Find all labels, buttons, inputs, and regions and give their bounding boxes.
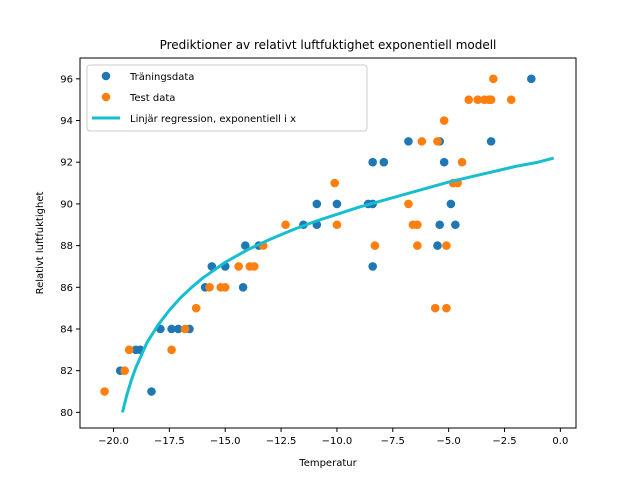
data-point [124,345,134,355]
data-point [417,137,427,146]
data-point [413,241,422,250]
x-tick-label: −5.0 [437,436,461,447]
data-point [439,157,449,167]
data-point [439,116,449,125]
data-point [486,95,496,104]
data-point [191,303,201,313]
x-axis: −20.0 −17.5 −15.0 −12.5 −10.0 −7.5 −5.0 −2.5 0.0 [98,428,568,447]
data-point [249,262,259,271]
y-tick-label: 86 [60,283,73,294]
data-point [527,74,536,84]
data-point [473,95,482,104]
axes-frame [79,57,577,429]
data-point [413,220,422,230]
chart-title: Prediktioner av relativt luftfuktighet e… [160,38,497,52]
data-point [205,282,214,292]
data-point [167,345,176,355]
x-tick-label: −2.5 [492,436,516,447]
legend-swatch-marker [101,71,111,81]
y-tick-label: 84 [60,324,73,335]
data-point [368,262,377,271]
x-tick-label: −7.5 [381,436,405,447]
data-point [433,137,442,146]
data-point [442,303,451,313]
legend-frame [86,64,368,132]
series-test [100,74,516,396]
y-axis: 80 82 84 86 88 90 92 94 96 [60,74,80,419]
x-tick-label: 0.0 [552,436,568,447]
data-point [368,157,377,167]
data-point [147,387,156,396]
x-tick-label: −15.0 [210,436,241,447]
data-point [404,137,413,146]
y-tick-label: 92 [60,158,73,169]
y-tick-label: 82 [60,366,73,377]
x-tick-label: −12.5 [266,436,297,447]
series-regression-line [120,156,555,413]
legend-label: Träningsdata [129,72,194,83]
legend-label: Test data [129,93,175,104]
data-point [312,199,322,209]
y-axis-label: Relativt luftfuktighet [35,192,46,295]
y-tick-label: 90 [60,199,73,210]
y-tick-label: 96 [60,74,73,85]
data-point [506,95,516,104]
legend: Träningsdata Test data Linjär regression, … [86,64,368,132]
data-point [174,324,183,334]
data-point [332,220,342,230]
data-point [220,282,230,292]
legend-swatch-marker [101,92,111,102]
data-point [100,387,109,396]
x-tick-label: −17.5 [154,436,185,447]
data-point [457,157,467,167]
legend-label: Linjär regression, exponentiell i x [130,114,296,125]
data-point [435,220,445,230]
plot-area [100,74,555,413]
data-point [281,220,290,230]
data-point [241,241,250,250]
data-point [332,199,342,209]
data-point [464,95,474,104]
x-tick-label: −20.0 [98,436,129,447]
data-point [238,282,248,292]
y-tick-label: 94 [60,116,73,127]
data-point [430,303,440,313]
data-point [167,324,176,334]
data-point [120,366,129,375]
data-point [433,241,442,250]
data-point [330,178,340,188]
data-point [486,137,496,146]
data-point [370,241,380,250]
data-point [180,324,190,334]
data-point [489,74,498,84]
regression-line [120,156,555,413]
y-tick-label: 80 [60,408,73,419]
data-point [404,199,413,209]
data-point [442,241,451,250]
data-point [446,199,456,209]
data-point [234,262,243,271]
y-tick-label: 88 [60,241,73,252]
x-axis-label: Temperatur [298,458,357,469]
data-point [379,157,389,167]
data-point [451,220,460,230]
x-tick-label: −10.0 [322,436,353,447]
